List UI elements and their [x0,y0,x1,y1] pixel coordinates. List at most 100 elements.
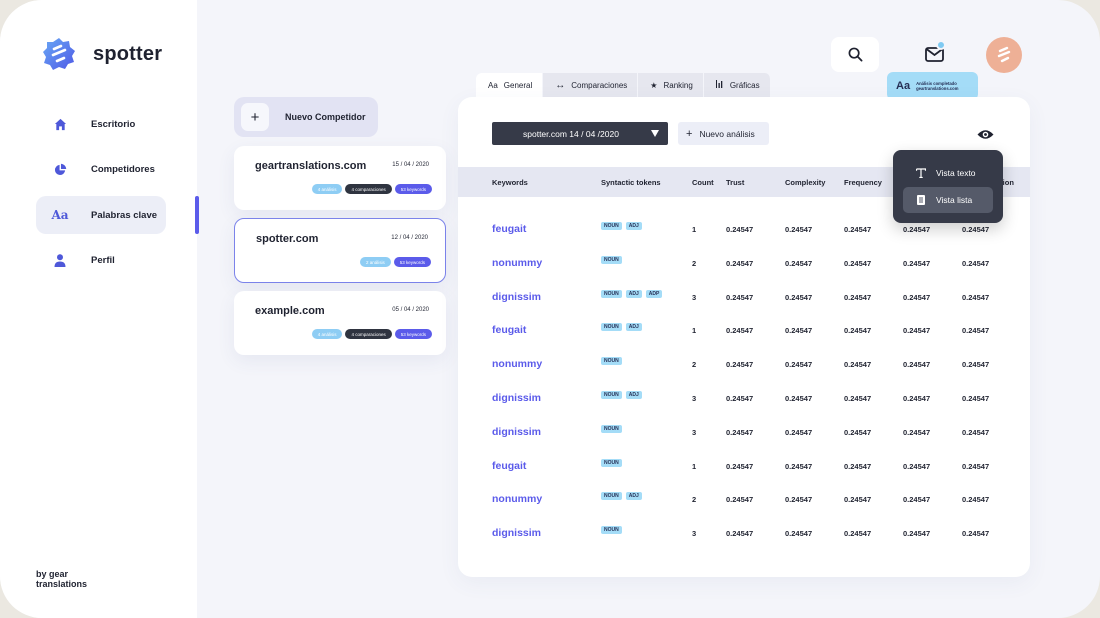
sidebar-item-competidores[interactable]: Competidores [36,151,166,189]
metric-cell: 0.24547 [962,292,990,302]
metric-cell: 0.24547 [726,326,754,336]
metric-cell: 0.24547 [903,427,931,437]
tab-bar: Aa General ↔ Comparaciones ★ Ranking Grá… [476,73,771,97]
keyword-link[interactable]: nonummy [492,256,543,269]
competitor-card-selected[interactable]: spotter.com 12 / 04 / 2020 2 análisis 53… [234,218,446,283]
metric-cell: 0.24547 [844,495,872,505]
mail-button[interactable] [910,37,958,72]
new-competitor-button[interactable]: + Nuevo Competidor [234,97,378,137]
table-row[interactable]: nonummy NOUN ADJ 2 0.24547 0.24547 0.24547 0.24… [458,483,1030,517]
avatar[interactable] [986,37,1022,73]
metric-cell: 0.24547 [726,292,754,302]
keyword-link[interactable]: feugait [492,223,527,235]
column-header[interactable]: ation [996,178,1014,187]
metric-cell: 0.24547 [962,495,990,505]
count-cell: 1 [692,225,697,234]
metric-cell: 0.24547 [785,258,813,268]
tab-label: Gráficas [729,80,760,90]
metric-cell: 0.24547 [844,461,872,471]
notification-toast[interactable]: Aa Análisis completado geartranslations.… [887,72,978,100]
font-icon: Aa [51,208,69,222]
metric-cell: 0.24547 [785,427,813,437]
badge-group: 2 análisis 53 keywords [359,257,431,267]
keyword-link[interactable]: dignissim [492,290,542,303]
table-row[interactable]: feugait NOUN ADJ 1 0.24547 0.24547 0.24547 0.24… [458,314,1030,348]
metric-cell: 0.24547 [785,360,813,370]
metric-cell: 0.24547 [785,292,813,302]
metric-cell: 0.24547 [785,326,813,336]
count-cell: 2 [692,360,697,370]
menu-item-vista-texto[interactable]: Vista texto [903,160,993,186]
tab-comparaciones[interactable]: ↔ Comparaciones [543,73,639,97]
syntactic-token-badge: NOUN [601,424,622,433]
metric-cell: 0.24547 [903,394,931,403]
syntactic-token-badge: NOUN [601,526,622,535]
column-header[interactable]: Complexity [785,178,826,187]
metric-cell: 0.24547 [903,225,931,234]
metric-cell: 0.24547 [785,461,813,471]
table-row[interactable]: dignissim NOUN ADJ ADP 3 0.24547 0.24547 0.2454… [458,281,1030,315]
table-row[interactable]: dignissim NOUN 3 0.24547 0.24547 0.24547 0.245… [458,416,1030,450]
keyword-link[interactable]: nonummy [492,493,543,506]
new-analysis-button[interactable]: + Nuevo análisis [678,122,769,145]
metric-cell: 0.24547 [962,427,990,437]
new-competitor-label: Nuevo Competidor [285,112,366,122]
keyword-link[interactable]: nonummy [492,358,543,371]
competitor-card[interactable]: geartranslations.com 15 / 04 / 2020 4 an… [234,146,446,210]
sidebar-item-palabras-clave[interactable]: Aa Palabras clave [36,196,166,234]
column-header[interactable]: Frequency [844,178,882,187]
tab-ranking[interactable]: ★ Ranking [638,73,704,97]
table-row[interactable]: feugait NOUN 1 0.24547 0.24547 0.24547 0.24547… [458,450,1030,484]
column-header[interactable]: Count [692,178,714,187]
table-row[interactable]: dignissim NOUN ADJ 3 0.24547 0.24547 0.24547 0.… [458,382,1030,416]
table-row[interactable]: feugait NOUN ADJ 1 0.24547 0.24547 0.24547 0.24… [458,213,1030,247]
sidebar-nav: Escritorio Competidores Aa Palabras clav… [36,105,166,287]
logo[interactable]: spotter [42,37,162,71]
metric-cell: 0.24547 [726,360,754,370]
keyword-link[interactable]: dignissim [492,527,542,540]
syntactic-token-badge: NOUN [601,357,622,366]
metric-cell: 0.24547 [726,394,754,403]
competitor-name: example.com [255,305,325,317]
count-cell: 3 [692,529,697,539]
syntactic-token-badge: NOUN [601,458,622,467]
keyword-link[interactable]: feugait [492,459,527,472]
notification-line-1: Análisis completado [916,81,957,86]
metric-cell: 0.24547 [844,258,872,268]
menu-item-vista-lista[interactable]: Vista lista [903,187,993,213]
pie-chart-icon [52,162,68,178]
competitor-name: spotter.com [256,233,319,245]
tab-graficas[interactable]: Gráficas [703,73,771,97]
tab-label: Comparaciones [571,80,628,90]
keywords-badge: 53 keywords [394,184,432,194]
metric-cell: 0.24547 [962,225,990,234]
table-row[interactable]: nonummy NOUN 2 0.24547 0.24547 0.24547 0.24547… [458,247,1030,281]
comparisons-badge: 4 comparaciones [345,184,392,194]
keyword-link[interactable]: dignissim [492,392,542,404]
tab-label: Ranking [663,80,693,90]
view-toggle-button[interactable] [977,127,994,145]
token-group: NOUN ADJ [601,391,642,399]
table-row[interactable]: nonummy NOUN 2 0.24547 0.24547 0.24547 0.24547… [458,348,1030,382]
search-button[interactable] [831,37,879,72]
column-header[interactable]: Keywords [492,178,528,187]
tab-general[interactable]: Aa General [476,73,544,97]
sidebar-item-label: Competidores [91,164,155,175]
analysis-select[interactable]: spotter.com 14 / 04 /2020 [492,122,668,145]
metric-cell: 0.24547 [844,529,872,539]
count-cell: 1 [692,326,697,336]
metric-cell: 0.24547 [962,360,990,370]
syntactic-token-badge: NOUN [601,289,622,298]
table-row[interactable]: dignissim NOUN 3 0.24547 0.24547 0.24547 0.245… [458,517,1030,551]
keyword-link[interactable]: feugait [492,324,527,337]
column-header[interactable]: Syntactic tokens [601,178,661,187]
metric-cell: 0.24547 [844,427,872,437]
analysis-badge: 2 análisis [359,257,391,267]
sidebar-item-perfil[interactable]: Perfil [36,242,166,280]
sidebar-item-escritorio[interactable]: Escritorio [36,105,166,143]
count-cell: 3 [692,292,697,302]
metric-cell: 0.24547 [903,326,931,336]
competitor-card[interactable]: example.com 05 / 04 / 2020 4 análisis 4 … [234,291,446,355]
column-header[interactable]: Trust [726,178,745,187]
keyword-link[interactable]: dignissim [492,425,542,438]
